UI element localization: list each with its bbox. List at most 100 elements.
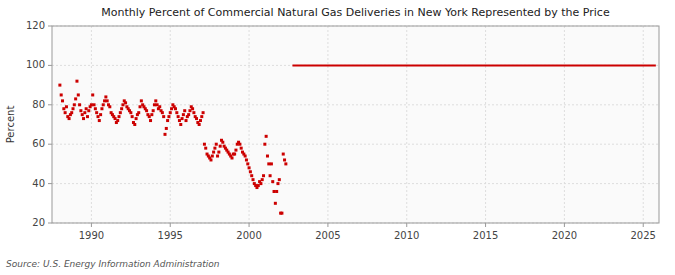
point [103, 99, 106, 102]
grid [52, 26, 659, 223]
y-tick [48, 183, 52, 184]
point [91, 93, 94, 96]
grid-line [91, 26, 92, 223]
point [154, 99, 157, 102]
point [145, 109, 148, 112]
point [61, 99, 64, 102]
point [100, 107, 103, 110]
line [292, 64, 655, 66]
point [221, 141, 224, 144]
point [70, 111, 73, 114]
point [274, 202, 277, 205]
point [188, 109, 191, 112]
point [202, 111, 205, 114]
grid-line [52, 104, 659, 105]
x-tick-label: 1995 [158, 230, 183, 241]
point [282, 153, 285, 156]
point [216, 155, 219, 158]
point [78, 103, 81, 106]
point [263, 143, 266, 146]
chart: 2040608010012019901995200020052010201520… [0, 0, 675, 275]
point [270, 162, 273, 165]
point [131, 115, 134, 118]
point [198, 123, 201, 126]
point [152, 109, 155, 112]
x-tick [327, 223, 328, 227]
point [267, 162, 270, 165]
x-tick-label: 1990 [79, 230, 104, 241]
point [106, 99, 109, 102]
point [85, 107, 88, 110]
point [96, 115, 99, 118]
point [68, 117, 71, 120]
point [245, 158, 248, 161]
point [156, 103, 159, 106]
point [257, 184, 260, 187]
grid-line [485, 26, 486, 223]
x-tick [170, 223, 171, 227]
point [83, 111, 86, 114]
point [129, 111, 132, 114]
point [161, 111, 164, 114]
point [158, 105, 161, 108]
point [179, 123, 182, 126]
point [269, 174, 272, 177]
point [265, 135, 268, 138]
y-tick-label: 20 [32, 217, 45, 228]
point [87, 109, 90, 112]
point [166, 119, 169, 122]
point [74, 97, 77, 100]
point [231, 156, 234, 159]
x-tick-label: 2015 [473, 230, 498, 241]
y-tick-label: 120 [26, 20, 45, 31]
point [149, 119, 152, 122]
point [95, 111, 98, 114]
x-tick-label: 2020 [552, 230, 577, 241]
point [283, 158, 286, 161]
x-tick [485, 223, 486, 227]
point [246, 162, 249, 165]
x-tick [249, 223, 250, 227]
grid-line [406, 26, 407, 223]
axes: 2040608010012019901995200020052010201520… [26, 20, 656, 241]
point [120, 107, 123, 110]
point [271, 180, 274, 183]
point [104, 95, 107, 98]
point [252, 178, 255, 181]
point [181, 117, 184, 120]
point [150, 113, 153, 116]
grid-line [52, 144, 659, 145]
point [165, 127, 168, 130]
point [213, 147, 216, 150]
source: Source: U.S. Energy Information Administ… [6, 259, 220, 269]
point [249, 170, 252, 173]
point [240, 147, 243, 150]
grid-line [643, 26, 644, 223]
x-tick-label: 2005 [315, 230, 340, 241]
point [261, 178, 264, 181]
point [108, 105, 111, 108]
y-tick-label: 60 [32, 138, 45, 149]
grid-line [564, 26, 565, 223]
point [119, 111, 122, 114]
grid-line [170, 26, 171, 223]
point [183, 109, 186, 112]
point [153, 103, 156, 106]
plot-frame [52, 26, 659, 223]
point [82, 117, 85, 120]
point [276, 182, 279, 185]
point [234, 149, 237, 152]
y-tick-label: 100 [26, 59, 45, 70]
point [209, 158, 212, 161]
point [275, 190, 278, 193]
y-tick-label: 80 [32, 99, 45, 110]
point [211, 155, 214, 158]
x-tick-label: 2025 [631, 230, 656, 241]
point [102, 103, 105, 106]
x-tick-label: 2000 [236, 230, 261, 241]
point [133, 123, 136, 126]
x-tick [91, 223, 92, 227]
marks [58, 65, 655, 214]
point [215, 143, 218, 146]
point [139, 105, 142, 108]
